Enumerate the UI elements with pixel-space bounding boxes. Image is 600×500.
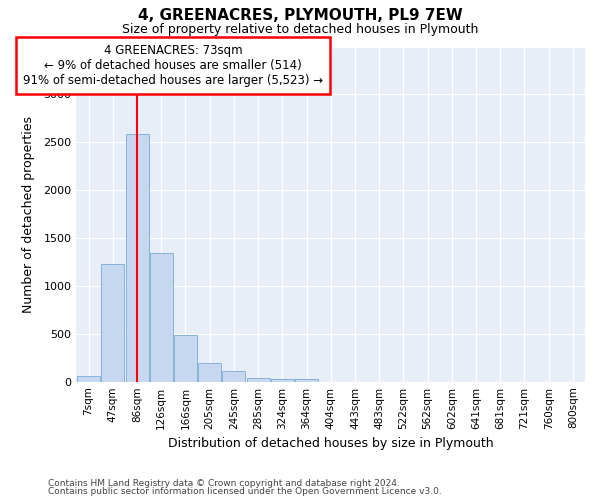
Bar xyxy=(150,254,173,382)
Bar xyxy=(295,380,318,382)
Bar xyxy=(247,378,269,382)
Text: Contains public sector information licensed under the Open Government Licence v3: Contains public sector information licen… xyxy=(48,487,442,496)
Bar xyxy=(174,335,197,382)
Bar xyxy=(223,371,245,382)
Bar xyxy=(77,376,100,382)
Bar xyxy=(198,362,221,382)
Y-axis label: Number of detached properties: Number of detached properties xyxy=(22,116,35,312)
Bar xyxy=(125,134,149,382)
Text: Size of property relative to detached houses in Plymouth: Size of property relative to detached ho… xyxy=(122,22,478,36)
Bar xyxy=(271,379,294,382)
Bar xyxy=(101,264,124,382)
Text: 4, GREENACRES, PLYMOUTH, PL9 7EW: 4, GREENACRES, PLYMOUTH, PL9 7EW xyxy=(137,8,463,22)
Text: Contains HM Land Registry data © Crown copyright and database right 2024.: Contains HM Land Registry data © Crown c… xyxy=(48,478,400,488)
X-axis label: Distribution of detached houses by size in Plymouth: Distribution of detached houses by size … xyxy=(168,437,494,450)
Text: 4 GREENACRES: 73sqm
← 9% of detached houses are smaller (514)
91% of semi-detach: 4 GREENACRES: 73sqm ← 9% of detached hou… xyxy=(23,44,323,87)
